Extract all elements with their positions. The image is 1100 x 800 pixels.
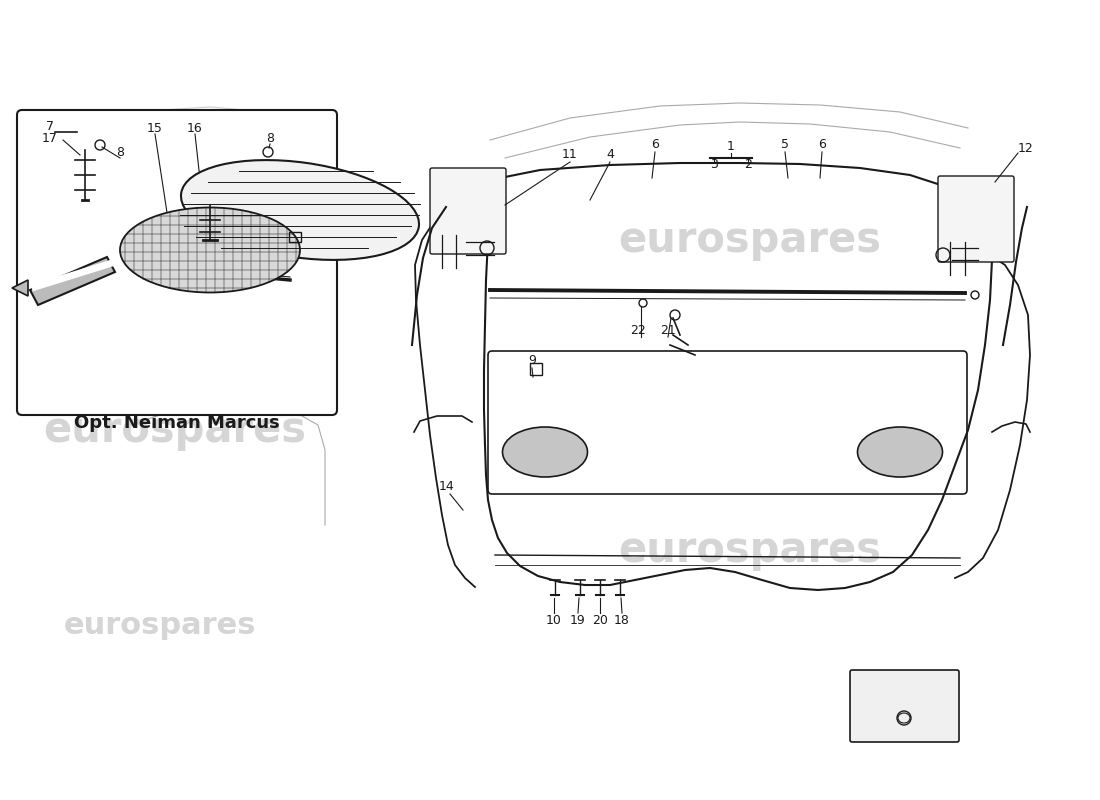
Ellipse shape [120, 207, 300, 293]
Text: 22: 22 [630, 323, 646, 337]
Text: 12: 12 [1019, 142, 1034, 154]
Text: 14: 14 [439, 481, 455, 494]
Text: 15: 15 [147, 122, 163, 134]
Text: 6: 6 [818, 138, 826, 151]
Text: 4: 4 [606, 149, 614, 162]
Text: 9: 9 [528, 354, 536, 366]
Text: 19: 19 [570, 614, 586, 626]
Text: 7: 7 [192, 249, 201, 262]
Text: 17: 17 [42, 131, 58, 145]
Text: eurospares: eurospares [618, 219, 881, 261]
FancyBboxPatch shape [488, 351, 967, 494]
Text: 9: 9 [292, 218, 299, 231]
FancyBboxPatch shape [16, 110, 337, 415]
FancyBboxPatch shape [938, 176, 1014, 262]
Text: 1: 1 [727, 141, 735, 154]
Ellipse shape [503, 427, 587, 477]
Text: 2: 2 [744, 158, 752, 171]
Bar [289, 232, 301, 242]
Text: 18: 18 [614, 614, 630, 626]
Text: 13: 13 [927, 709, 943, 722]
Text: 16: 16 [187, 122, 202, 134]
Text: 5: 5 [781, 138, 789, 151]
FancyBboxPatch shape [430, 168, 506, 254]
Text: 3: 3 [711, 158, 718, 171]
Text: 6: 6 [651, 138, 659, 151]
Text: 21: 21 [660, 323, 675, 337]
Bar [530, 363, 542, 375]
Text: 20: 20 [592, 614, 608, 626]
Text: eurospares: eurospares [44, 409, 307, 451]
Ellipse shape [182, 160, 419, 260]
Text: 8: 8 [116, 146, 124, 158]
Text: eurospares: eurospares [618, 529, 881, 571]
Text: 10: 10 [546, 614, 562, 626]
Text: eurospares: eurospares [64, 610, 256, 639]
Polygon shape [30, 257, 116, 305]
Text: Opt. Neiman Marcus: Opt. Neiman Marcus [74, 414, 279, 432]
FancyBboxPatch shape [850, 670, 959, 742]
Text: 7: 7 [46, 119, 54, 133]
Polygon shape [12, 280, 28, 296]
Text: 8: 8 [266, 131, 274, 145]
Text: 11: 11 [562, 149, 578, 162]
Ellipse shape [858, 427, 943, 477]
